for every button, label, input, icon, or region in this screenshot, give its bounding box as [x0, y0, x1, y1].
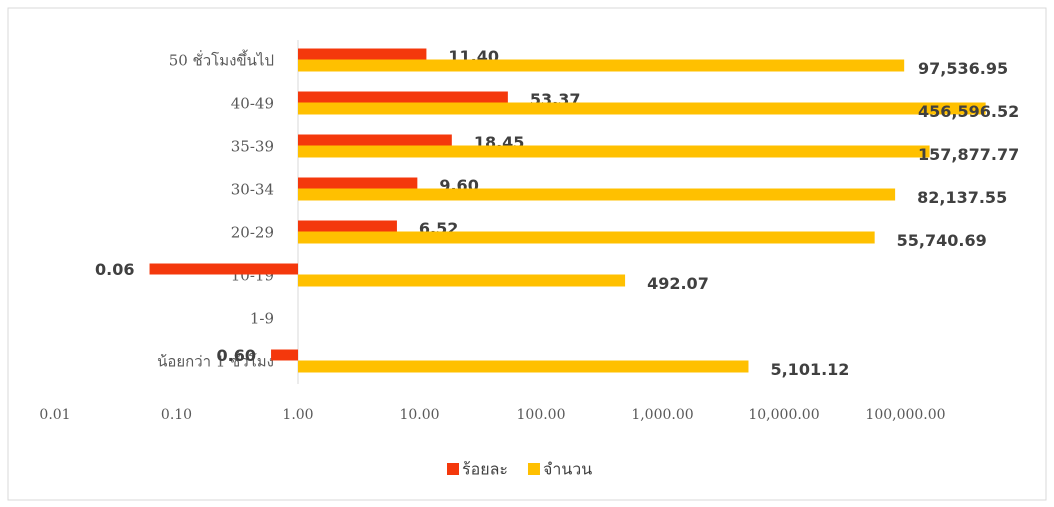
x-tick-label: 0.01 — [39, 407, 70, 423]
y-tick-label: น้อยกว่า 1 ชั่วโมง — [157, 351, 274, 371]
y-tick-label: 30-34 — [231, 181, 274, 199]
bar — [298, 220, 397, 232]
value-label: 97,536.95 — [918, 59, 1008, 78]
legend-swatch — [447, 463, 459, 475]
y-tick-label: 20-29 — [231, 224, 274, 242]
value-label: 82,137.55 — [917, 188, 1007, 207]
bar — [298, 177, 418, 189]
bar — [298, 91, 508, 103]
x-tick-label: 10.00 — [399, 407, 439, 423]
y-tick-label: 35-39 — [231, 138, 274, 156]
value-label: 492.07 — [647, 274, 709, 293]
bar — [149, 263, 298, 275]
value-label: 157,877.77 — [918, 145, 1019, 164]
x-tick-label: 10,000.00 — [748, 407, 819, 423]
legend-swatch — [527, 463, 540, 475]
x-tick-label: 1,000.00 — [631, 407, 693, 423]
bar — [298, 360, 749, 373]
bar — [298, 274, 626, 287]
legend-label: ร้อยละ — [462, 460, 508, 479]
chart-frame — [7, 7, 1047, 501]
x-tick-label: 0.10 — [161, 407, 192, 423]
value-label: 5,101.12 — [770, 360, 849, 379]
legend-label: จำนวน — [543, 460, 592, 479]
value-label: 0.06 — [95, 260, 134, 279]
bar — [271, 349, 298, 361]
x-tick-label: 100.00 — [517, 407, 566, 423]
bar — [298, 102, 986, 115]
bar — [298, 59, 905, 72]
y-tick-label: 40-49 — [231, 95, 274, 113]
y-tick-label: 1-9 — [250, 310, 274, 328]
bar — [298, 48, 427, 60]
x-tick-label: 100,000.00 — [865, 407, 945, 423]
value-label: 55,740.69 — [897, 231, 987, 250]
value-label: 456,596.52 — [918, 102, 1019, 121]
x-tick-label: 1.00 — [282, 407, 313, 423]
y-tick-label: 50 ชั่วโมงขึ้นไป — [169, 50, 274, 70]
bar — [298, 134, 452, 146]
bar — [298, 188, 896, 201]
bar — [298, 231, 875, 244]
value-label: 0.60 — [217, 346, 256, 365]
bar — [298, 145, 930, 158]
